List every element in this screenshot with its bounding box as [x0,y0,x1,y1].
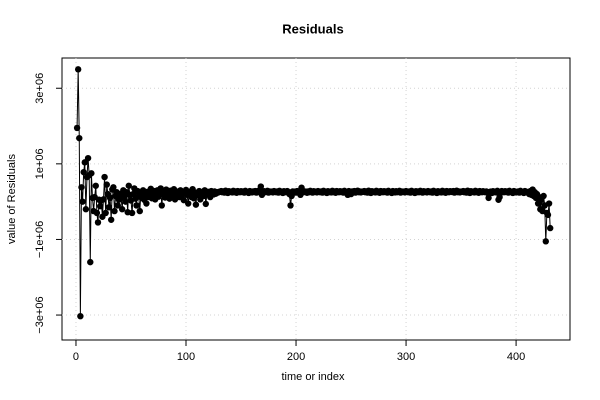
plot-frame [61,57,571,341]
point [102,209,109,217]
point [122,198,129,205]
x-tick-label: 400 [507,351,525,363]
point [74,66,82,73]
point [106,194,114,202]
y-tick-label: 3e+06 [34,73,46,104]
point [77,312,84,320]
point [546,224,554,232]
point [100,196,107,203]
x-tick-label: 0 [73,351,79,363]
point [78,184,85,191]
point [73,124,81,132]
y-tick-label: 1e+06 [34,148,46,179]
point [133,202,140,209]
point [84,154,92,162]
x-tick-label: 100 [177,351,195,363]
point [257,183,265,190]
point [542,238,549,245]
point [79,198,86,205]
point [136,207,143,215]
point [80,168,87,176]
point [143,200,150,207]
point [118,206,126,213]
chart-title: Residuals [282,21,343,36]
point [114,202,121,209]
point [485,194,492,202]
point [88,170,95,177]
y-tick-label: −3e+06 [34,296,46,333]
y-axis-label: value of Residuals [6,154,18,244]
point [92,182,99,189]
point [105,204,113,211]
point [76,134,83,142]
point [128,209,136,217]
point [103,181,110,188]
x-axis-label: time or index [282,371,345,383]
point [96,202,104,210]
point [101,173,108,181]
point [158,202,165,209]
x-tick-label: 300 [397,351,415,363]
point [82,206,90,213]
point [544,211,552,219]
point [540,192,547,200]
point [107,216,115,223]
point [287,202,294,209]
point [545,200,553,207]
point [180,196,188,204]
point [185,200,192,207]
point [110,184,117,191]
x-tick-label: 200 [287,351,305,363]
point [94,219,102,226]
point [111,207,118,215]
y-tick-label: −1e+06 [34,221,46,258]
point [87,258,94,266]
point [202,200,210,208]
point [192,201,200,208]
point [93,209,101,217]
point [125,182,132,189]
